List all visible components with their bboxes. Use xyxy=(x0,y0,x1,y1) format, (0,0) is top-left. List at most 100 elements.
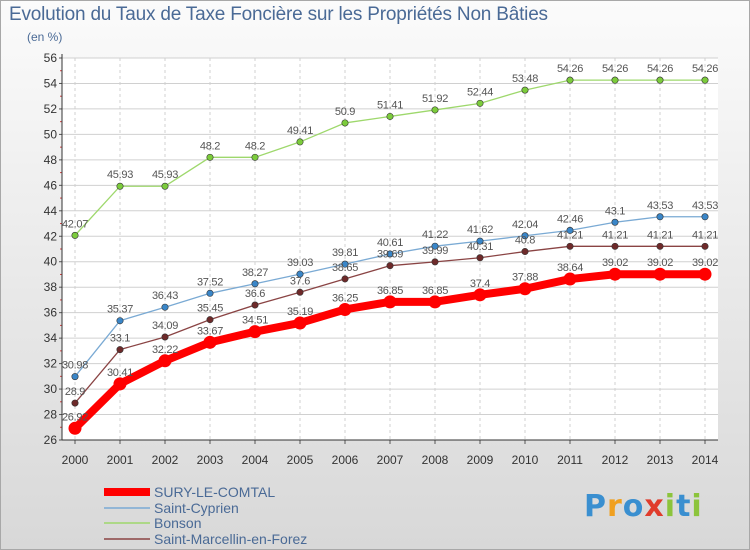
data-label: 30.41 xyxy=(107,367,133,379)
data-point xyxy=(701,76,709,84)
data-point xyxy=(611,242,619,250)
data-point xyxy=(203,335,217,349)
data-label: 41.22 xyxy=(422,229,448,241)
data-point xyxy=(476,99,484,107)
data-point xyxy=(251,301,259,309)
x-tick-label: 2005 xyxy=(287,453,314,467)
data-label: 42.07 xyxy=(62,218,88,230)
data-label: 41.21 xyxy=(557,229,583,241)
y-tick-label: 38 xyxy=(44,280,58,294)
data-label: 39.02 xyxy=(602,257,628,269)
data-point xyxy=(116,182,124,190)
data-point xyxy=(563,272,577,286)
y-tick-label: 50 xyxy=(44,127,58,141)
data-label: 39.81 xyxy=(332,247,358,259)
y-tick-label: 26 xyxy=(44,433,58,447)
data-label: 40.31 xyxy=(467,241,493,253)
data-point xyxy=(161,333,169,341)
data-point xyxy=(386,112,394,120)
data-point xyxy=(698,267,712,281)
data-label: 43.53 xyxy=(647,200,673,212)
x-tick-label: 2000 xyxy=(62,453,89,467)
data-label: 51.92 xyxy=(422,93,448,105)
data-point xyxy=(611,76,619,84)
y-axis-unit: (en %) xyxy=(27,30,63,44)
data-label: 39.02 xyxy=(647,257,673,269)
data-point xyxy=(293,316,307,330)
y-tick-label: 56 xyxy=(44,51,58,65)
data-point xyxy=(428,295,442,309)
data-label: 26.92 xyxy=(62,411,88,423)
logo-letter: P xyxy=(584,489,607,524)
x-tick-label: 2010 xyxy=(512,453,539,467)
data-label: 39.69 xyxy=(377,249,403,261)
data-label: 42.46 xyxy=(557,213,583,225)
data-label: 54.26 xyxy=(647,63,673,75)
data-point xyxy=(71,373,79,381)
data-point xyxy=(656,242,664,250)
chart-title: Evolution du Taux de Taxe Foncière sur l… xyxy=(9,4,548,25)
data-point xyxy=(566,226,574,234)
data-point xyxy=(386,250,394,258)
logo-letter: i xyxy=(664,489,677,524)
data-label: 38.65 xyxy=(332,262,358,274)
data-point xyxy=(68,421,82,435)
data-label: 34.09 xyxy=(152,320,178,332)
logo-letter: r xyxy=(607,489,623,524)
data-label: 41.21 xyxy=(647,229,673,241)
data-point xyxy=(431,258,439,266)
data-point xyxy=(116,346,124,354)
data-label: 53.48 xyxy=(512,73,538,85)
data-point xyxy=(476,237,484,245)
data-label: 41.21 xyxy=(602,229,628,241)
data-label: 41.62 xyxy=(467,224,493,236)
data-label: 38.27 xyxy=(242,267,268,279)
logo-letter: i xyxy=(691,489,703,524)
data-label: 35.37 xyxy=(107,304,133,316)
x-tick-label: 2001 xyxy=(107,453,134,467)
legend-label: Saint-Cyprien xyxy=(154,500,239,516)
data-point xyxy=(431,242,439,250)
data-point xyxy=(521,248,529,256)
data-label: 39.02 xyxy=(692,257,718,269)
data-label: 52.44 xyxy=(467,86,493,98)
y-tick-label: 52 xyxy=(44,102,58,116)
data-point xyxy=(656,213,664,221)
data-point xyxy=(206,289,214,297)
data-label: 37.88 xyxy=(512,272,538,284)
logo-letter: t xyxy=(676,489,692,524)
data-label: 45.93 xyxy=(152,169,178,181)
data-point xyxy=(113,377,127,391)
data-point xyxy=(566,76,574,84)
legend-label: Saint-Marcellin-en-Forez xyxy=(154,531,307,547)
data-point xyxy=(566,242,574,250)
proxiti-logo: Proxiti xyxy=(584,489,703,524)
data-label: 35.45 xyxy=(197,303,223,315)
data-point xyxy=(653,267,667,281)
y-tick-label: 42 xyxy=(44,229,58,243)
legend-label: Bonson xyxy=(154,515,201,531)
data-label: 36.85 xyxy=(377,285,403,297)
data-label: 41.21 xyxy=(692,229,718,241)
x-tick-label: 2002 xyxy=(152,453,179,467)
data-point xyxy=(341,275,349,283)
y-tick-label: 48 xyxy=(44,153,58,167)
data-point xyxy=(473,288,487,302)
data-point xyxy=(251,280,259,288)
data-label: 37.6 xyxy=(290,275,310,287)
data-point xyxy=(161,182,169,190)
logo-letter: o xyxy=(622,489,645,524)
data-label: 48.2 xyxy=(200,140,220,152)
data-label: 39.99 xyxy=(422,245,448,257)
data-point xyxy=(431,106,439,114)
data-point xyxy=(608,267,622,281)
data-label: 39.03 xyxy=(287,257,313,269)
data-point xyxy=(656,76,664,84)
data-label: 34.51 xyxy=(242,315,268,327)
data-label: 33.1 xyxy=(110,333,130,345)
data-label: 43.1 xyxy=(605,205,625,217)
y-tick-label: 46 xyxy=(44,178,58,192)
data-label: 43.53 xyxy=(692,200,718,212)
data-point xyxy=(248,325,262,339)
data-point xyxy=(383,295,397,309)
